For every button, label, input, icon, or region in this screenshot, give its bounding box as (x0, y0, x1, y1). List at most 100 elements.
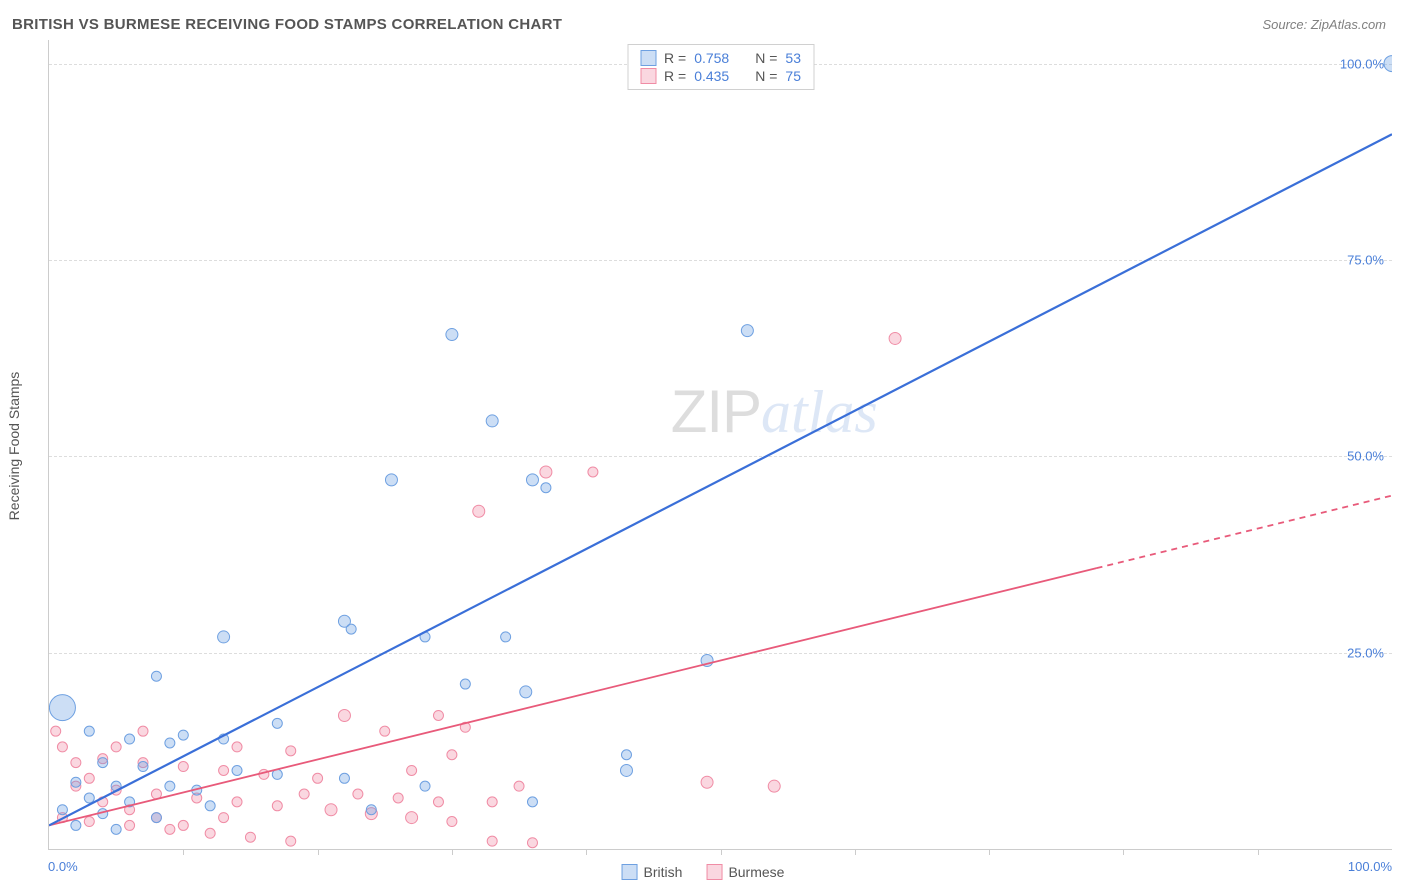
x-tick (452, 849, 453, 855)
data-point (487, 836, 497, 846)
data-point (339, 773, 349, 783)
data-point (57, 742, 67, 752)
y-axis-label: Receiving Food Stamps (6, 372, 22, 521)
data-point (138, 726, 148, 736)
data-point (701, 776, 713, 788)
data-point (338, 709, 350, 721)
data-point (299, 789, 309, 799)
data-point (49, 695, 75, 721)
x-tick (1123, 849, 1124, 855)
data-point (406, 812, 418, 824)
x-tick (989, 849, 990, 855)
x-tick (318, 849, 319, 855)
data-point (588, 467, 598, 477)
plot-area: ZIPatlas R = 0.758 N = 53 R = 0.435 N = … (48, 40, 1392, 850)
swatch-burmese-icon (706, 864, 722, 880)
data-point (219, 813, 229, 823)
data-point (385, 474, 397, 486)
data-point (346, 624, 356, 634)
data-point (232, 765, 242, 775)
n-value-burmese: 75 (785, 68, 801, 84)
data-point (501, 632, 511, 642)
data-point (165, 824, 175, 834)
legend-label-british: British (644, 864, 683, 880)
n-label: N = (755, 50, 777, 66)
x-tick (721, 849, 722, 855)
data-point (447, 817, 457, 827)
data-point (218, 631, 230, 643)
data-point (245, 832, 255, 842)
data-point (366, 805, 376, 815)
data-point (71, 820, 81, 830)
x-tick (183, 849, 184, 855)
chart-header: BRITISH VS BURMESE RECEIVING FOOD STAMPS… (0, 0, 1406, 40)
x-tick (1258, 849, 1259, 855)
trend-line (49, 134, 1392, 825)
data-point (272, 718, 282, 728)
data-point (433, 797, 443, 807)
n-value-british: 53 (785, 50, 801, 66)
r-label: R = (664, 50, 686, 66)
data-point (84, 817, 94, 827)
data-point (84, 793, 94, 803)
data-point (353, 789, 363, 799)
data-point (889, 332, 901, 344)
data-point (527, 838, 537, 848)
data-point (1384, 56, 1392, 72)
data-point (84, 773, 94, 783)
chart-source: Source: ZipAtlas.com (1262, 17, 1386, 32)
data-point (380, 726, 390, 736)
x-tick (855, 849, 856, 855)
data-point (420, 781, 430, 791)
data-point (125, 820, 135, 830)
trend-line (49, 568, 1097, 825)
chart-title: BRITISH VS BURMESE RECEIVING FOOD STAMPS… (12, 16, 562, 33)
data-point (51, 726, 61, 736)
data-point (98, 758, 108, 768)
data-point (125, 734, 135, 744)
data-point (540, 466, 552, 478)
legend-item-british: British (622, 864, 683, 880)
data-point (232, 797, 242, 807)
data-point (473, 505, 485, 517)
r-value-british: 0.758 (694, 50, 729, 66)
swatch-british-icon (622, 864, 638, 880)
data-point (111, 742, 121, 752)
data-point (447, 750, 457, 760)
swatch-burmese (640, 68, 656, 84)
data-point (178, 730, 188, 740)
data-point (768, 780, 780, 792)
data-point (487, 797, 497, 807)
data-point (151, 671, 161, 681)
x-axis-min-label: 0.0% (48, 859, 78, 874)
series-legend: British Burmese (622, 864, 785, 880)
legend-row-british: R = 0.758 N = 53 (640, 49, 801, 67)
data-point (165, 781, 175, 791)
data-point (57, 805, 67, 815)
x-axis-max-label: 100.0% (1348, 859, 1392, 874)
data-point (741, 325, 753, 337)
data-point (526, 474, 538, 486)
data-point (621, 750, 631, 760)
swatch-british (640, 50, 656, 66)
correlation-legend: R = 0.758 N = 53 R = 0.435 N = 75 (627, 44, 814, 90)
data-point (165, 738, 175, 748)
n-label: N = (755, 68, 777, 84)
data-point (325, 804, 337, 816)
data-point (620, 764, 632, 776)
r-value-burmese: 0.435 (694, 68, 729, 84)
trend-line-dashed (1097, 496, 1392, 569)
data-point (286, 836, 296, 846)
data-point (486, 415, 498, 427)
data-point (407, 765, 417, 775)
data-point (138, 762, 148, 772)
x-tick (586, 849, 587, 855)
data-point (205, 801, 215, 811)
data-point (205, 828, 215, 838)
data-point (541, 483, 551, 493)
data-point (272, 801, 282, 811)
data-point (433, 710, 443, 720)
data-point (71, 758, 81, 768)
data-point (514, 781, 524, 791)
data-point (71, 777, 81, 787)
